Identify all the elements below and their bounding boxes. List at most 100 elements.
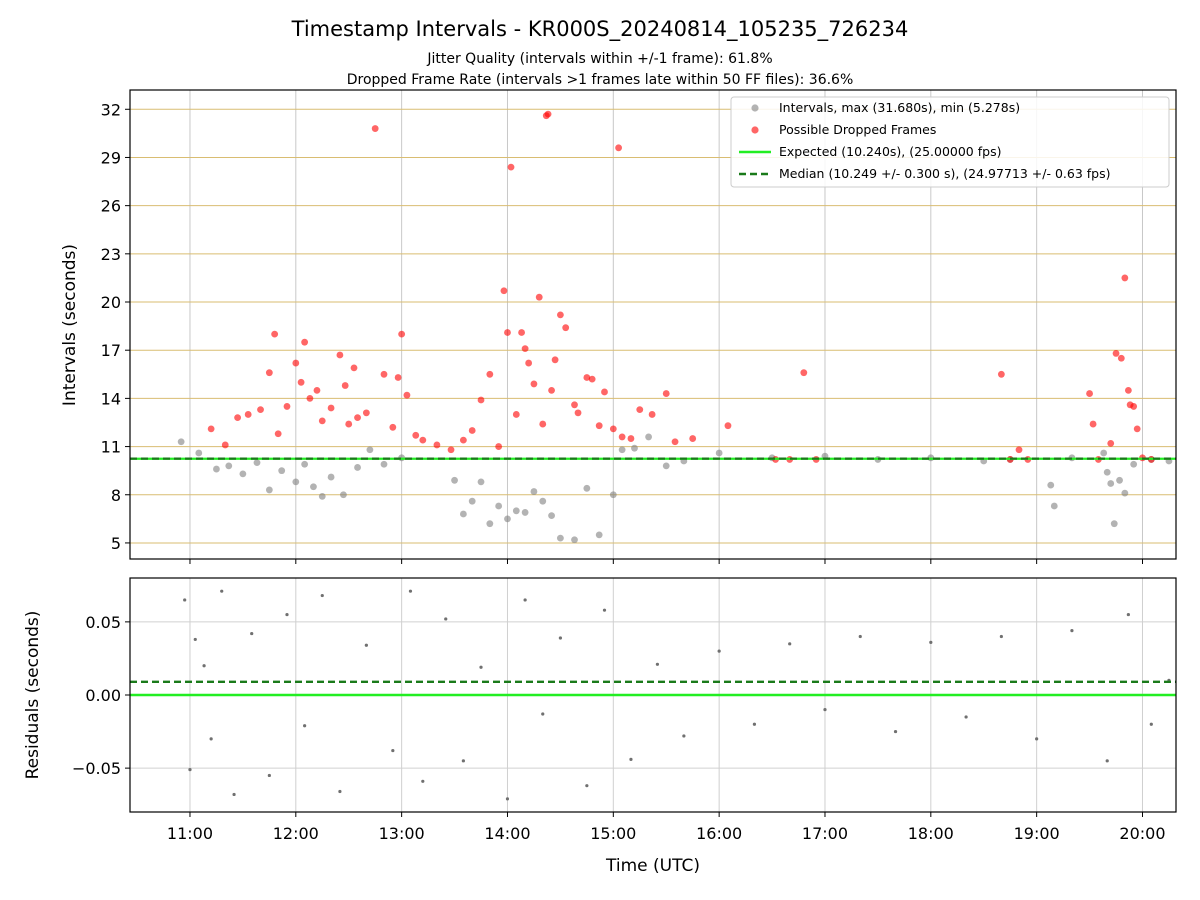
dropped-frame-point bbox=[1117, 354, 1125, 362]
dropped-frame-point bbox=[539, 420, 547, 428]
interval-point bbox=[380, 460, 388, 468]
residual-point bbox=[505, 797, 510, 801]
interval-point bbox=[495, 502, 503, 510]
interval-point bbox=[1050, 502, 1058, 510]
dropped-frame-point bbox=[350, 364, 358, 372]
interval-point bbox=[631, 444, 638, 452]
interval-point bbox=[195, 449, 203, 457]
dropped-frame-point bbox=[495, 443, 503, 450]
interval-point bbox=[477, 478, 485, 486]
interval-point bbox=[225, 462, 233, 470]
top-y-tick-label: 20 bbox=[101, 293, 121, 312]
top-y-tick-label: 26 bbox=[101, 197, 121, 216]
residual-point bbox=[267, 773, 271, 778]
dropped-frame-point bbox=[234, 414, 241, 422]
interval-point bbox=[486, 520, 494, 528]
bottom-series bbox=[183, 589, 1171, 801]
residual-point bbox=[364, 643, 368, 647]
x-tick-label: 19:00 bbox=[1014, 824, 1060, 843]
interval-point bbox=[239, 470, 247, 478]
top-y-tick-label: 17 bbox=[101, 341, 121, 360]
residual-point bbox=[285, 612, 289, 617]
interval-point bbox=[1100, 449, 1108, 457]
dropped-frame-point bbox=[336, 351, 344, 359]
dropped-frame-point bbox=[257, 406, 264, 414]
dropped-frame-point bbox=[618, 433, 626, 441]
x-tick-label: 12:00 bbox=[273, 824, 319, 843]
dropped-frame-point bbox=[997, 370, 1005, 378]
residual-point bbox=[1035, 737, 1039, 741]
interval-point bbox=[715, 449, 723, 457]
x-tick-label: 14:00 bbox=[484, 824, 530, 843]
x-tick-label: 20:00 bbox=[1119, 824, 1165, 843]
interval-point bbox=[451, 476, 458, 484]
dropped-frame-point bbox=[548, 386, 555, 394]
dropped-frame-point bbox=[1107, 439, 1115, 447]
bottom-y-ticks: −0.05 0.00 0.05 bbox=[72, 613, 130, 778]
interval-point bbox=[1107, 480, 1115, 487]
interval-point bbox=[1103, 468, 1111, 476]
top-y-tick-label: 8 bbox=[111, 486, 121, 505]
dropped-frame-point bbox=[419, 436, 427, 444]
interval-point bbox=[468, 497, 476, 505]
interval-point bbox=[1110, 520, 1118, 528]
dropped-frame-point bbox=[403, 391, 411, 399]
residual-point bbox=[823, 708, 827, 712]
dropped-frame-point bbox=[662, 390, 670, 397]
residual-point bbox=[209, 737, 213, 741]
interval-point bbox=[354, 464, 361, 471]
dropped-frame-point bbox=[724, 422, 732, 430]
dropped-frame-point bbox=[609, 425, 617, 433]
dropped-frame-point bbox=[544, 110, 552, 118]
dropped-frame-point bbox=[574, 409, 582, 417]
legend: Intervals, max (31.680s), min (5.278s) P… bbox=[730, 96, 1170, 188]
residual-point bbox=[523, 598, 527, 602]
dropped-frame-point bbox=[327, 404, 335, 412]
dropped-frame-point bbox=[1015, 446, 1023, 454]
residual-point bbox=[999, 634, 1003, 639]
interval-point bbox=[301, 460, 309, 468]
bottom-y-tick-label: −0.05 bbox=[72, 759, 121, 778]
dropped-frame-point bbox=[398, 330, 406, 338]
dropped-frame-point bbox=[486, 370, 494, 378]
interval-point bbox=[1121, 489, 1129, 497]
interval-point bbox=[530, 488, 538, 495]
top-x-ticks bbox=[189, 559, 1143, 564]
top-y-tick-label: 23 bbox=[101, 245, 121, 264]
legend-label-dropped: Possible Dropped Frames bbox=[779, 122, 936, 137]
interval-point bbox=[292, 478, 300, 486]
dropped-frame-point bbox=[380, 370, 388, 378]
legend-label-median: Median (10.249 +/- 0.300 s), (24.97713 +… bbox=[779, 166, 1110, 181]
interval-point bbox=[548, 512, 555, 520]
dropped-frame-point bbox=[244, 411, 252, 418]
residual-point bbox=[1126, 612, 1130, 617]
residual-point bbox=[188, 767, 192, 772]
interval-point bbox=[512, 507, 520, 515]
residual-point bbox=[964, 715, 968, 719]
chart-subtitle-jitter: Jitter Quality (intervals within +/-1 fr… bbox=[426, 51, 772, 67]
interval-point bbox=[556, 534, 564, 542]
dropped-frame-point bbox=[507, 163, 515, 171]
dropped-frame-point bbox=[265, 369, 273, 377]
residual-point bbox=[585, 784, 589, 788]
residual-point bbox=[444, 617, 448, 621]
residual-point bbox=[391, 748, 395, 753]
interval-point bbox=[278, 467, 286, 475]
top-y-tick-label: 29 bbox=[101, 148, 121, 167]
interval-point bbox=[583, 484, 591, 492]
bottom-y-axis-label: Residuals (seconds) bbox=[23, 611, 43, 780]
dropped-frame-point bbox=[648, 411, 656, 418]
dropped-frame-point bbox=[283, 403, 291, 410]
dropped-frame-point bbox=[1086, 390, 1093, 397]
chart-title: Timestamp Intervals - KR000S_20240814_10… bbox=[291, 17, 909, 42]
x-tick-label: 16:00 bbox=[696, 824, 742, 843]
residual-point bbox=[558, 636, 562, 640]
dropped-frame-point bbox=[588, 375, 596, 383]
legend-box bbox=[730, 96, 1170, 188]
residual-point bbox=[338, 789, 342, 794]
dropped-frame-point bbox=[627, 435, 635, 442]
dropped-frame-point bbox=[389, 423, 397, 431]
chart-subtitle-dropped: Dropped Frame Rate (intervals >1 frames … bbox=[347, 72, 854, 88]
bottom-reference-lines bbox=[130, 680, 1176, 697]
residual-point bbox=[1105, 759, 1109, 763]
